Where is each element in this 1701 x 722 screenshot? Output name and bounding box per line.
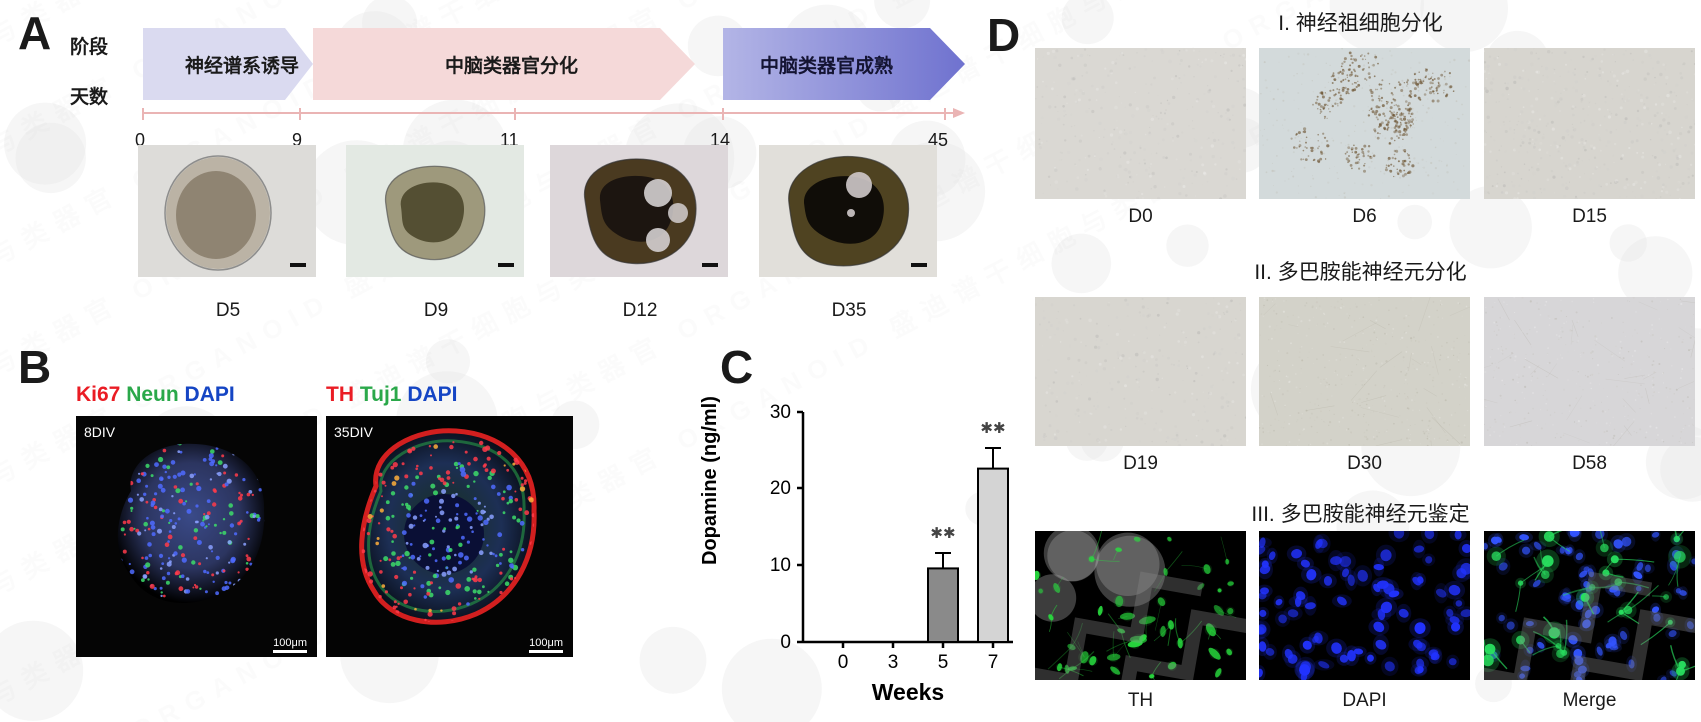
- svg-text:20: 20: [770, 478, 791, 499]
- svg-text:0: 0: [838, 652, 849, 673]
- svg-text:✱✱: ✱✱: [980, 420, 1005, 437]
- svg-text:Weeks: Weeks: [872, 679, 944, 705]
- svg-text:中脑类器官分化: 中脑类器官分化: [445, 54, 578, 77]
- svg-text:✱✱: ✱✱: [930, 525, 955, 542]
- svg-text:30: 30: [770, 402, 791, 423]
- svg-text:中脑类器官成熟: 中脑类器官成熟: [760, 54, 893, 77]
- svg-text:7: 7: [988, 652, 999, 673]
- svg-text:0: 0: [780, 632, 791, 653]
- svg-text:5: 5: [938, 652, 949, 673]
- svg-text:神经谱系诱导: 神经谱系诱导: [185, 54, 299, 77]
- svg-text:10: 10: [770, 555, 791, 576]
- svg-text:3: 3: [888, 652, 899, 673]
